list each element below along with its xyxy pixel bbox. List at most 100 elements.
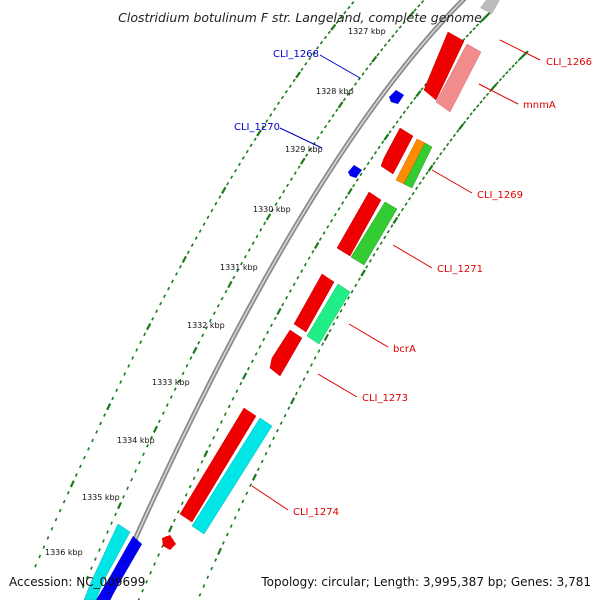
tick-mark bbox=[106, 403, 112, 411]
gene-fragment-red[interactable] bbox=[162, 535, 176, 550]
tick-mark bbox=[135, 348, 139, 352]
gene-cyan-bottom[interactable] bbox=[83, 523, 131, 600]
tick-mark bbox=[227, 280, 233, 289]
tick-mark bbox=[335, 315, 339, 320]
gene-cli-1271[interactable] bbox=[336, 191, 382, 257]
gene-cli-1274-a[interactable] bbox=[179, 407, 257, 523]
tick-mark bbox=[519, 53, 526, 60]
kbp-label-1329: 1329 kbp bbox=[285, 145, 323, 154]
tick-mark bbox=[303, 262, 307, 267]
tick-mark bbox=[320, 130, 324, 135]
tick-mark bbox=[262, 337, 266, 342]
tick-mark bbox=[406, 16, 410, 21]
tick-mark bbox=[208, 443, 212, 448]
tick-mark bbox=[292, 78, 296, 83]
tick-mark bbox=[157, 553, 160, 557]
gene-gray-top[interactable] bbox=[480, 0, 500, 14]
gene-cli-1266[interactable] bbox=[423, 31, 465, 101]
tick-mark bbox=[347, 187, 353, 195]
tick-mark bbox=[189, 356, 193, 360]
tick-mark bbox=[233, 516, 237, 520]
kbp-label-1328: 1328 kbp bbox=[316, 87, 354, 96]
tick-mark bbox=[146, 444, 149, 448]
gene-blue-bottom[interactable] bbox=[96, 536, 142, 600]
tick-mark bbox=[308, 147, 312, 152]
tick-mark bbox=[178, 264, 182, 269]
tick-mark bbox=[360, 269, 366, 277]
gene-label-cli-1271[interactable]: CLI_1271 bbox=[437, 264, 483, 275]
gene-label-mnma[interactable]: mnmA bbox=[523, 100, 556, 111]
tick-mark bbox=[218, 195, 222, 199]
tick-mark bbox=[255, 234, 259, 239]
tick-mark bbox=[201, 333, 205, 338]
tick-mark bbox=[275, 428, 279, 433]
tick-mark bbox=[308, 56, 312, 61]
kbp-label-1335: 1335 kbp bbox=[82, 493, 120, 502]
tick-mark bbox=[370, 156, 374, 160]
tick-mark bbox=[327, 119, 331, 123]
gene-label-cli-1269[interactable]: CLI_1269 bbox=[477, 190, 523, 201]
tick-mark bbox=[404, 202, 408, 206]
gene-label-bcra[interactable]: bcrA bbox=[393, 344, 416, 355]
tick-mark bbox=[315, 46, 320, 50]
tick-mark bbox=[237, 507, 241, 512]
gene-bcra[interactable] bbox=[306, 283, 351, 345]
tick-mark bbox=[285, 296, 289, 300]
tick-mark bbox=[327, 30, 331, 35]
tick-mark bbox=[313, 241, 320, 250]
tick-mark bbox=[111, 396, 115, 401]
gene-label-cli-1266[interactable]: CLI_1266 bbox=[546, 57, 592, 68]
tick-mark bbox=[293, 171, 297, 175]
gene-label-cli-1268[interactable]: CLI_1268 bbox=[273, 49, 319, 60]
gene-mnma[interactable] bbox=[435, 43, 482, 113]
tick-mark bbox=[90, 566, 93, 570]
tick-mark bbox=[152, 425, 158, 433]
tick-mark bbox=[395, 120, 399, 124]
tick-mark bbox=[469, 112, 473, 116]
tick-mark bbox=[103, 413, 107, 417]
tick-mark bbox=[495, 81, 499, 85]
tick-mark bbox=[376, 247, 380, 251]
tick-mark bbox=[227, 404, 231, 409]
tick-mark bbox=[353, 82, 358, 86]
tick-mark bbox=[251, 241, 255, 245]
tick-mark bbox=[476, 104, 480, 108]
topology-text: Topology: circular; Length: 3,995,387 bp… bbox=[260, 575, 591, 589]
tick-mark bbox=[469, 30, 473, 35]
tick-mark bbox=[309, 363, 313, 367]
gene-cli-1269[interactable] bbox=[380, 127, 414, 175]
tick-mark bbox=[251, 473, 257, 481]
gene-cli-1274[interactable] bbox=[191, 417, 273, 535]
gene-label-cli-1273[interactable]: CLI_1273 bbox=[362, 393, 408, 404]
tick-mark bbox=[397, 213, 401, 217]
kbp-label-1330: 1330 kbp bbox=[253, 205, 291, 214]
tick-mark bbox=[155, 309, 159, 314]
gene-cli-1272[interactable] bbox=[293, 273, 335, 333]
tick-mark bbox=[306, 370, 310, 374]
gene-cli-1273[interactable] bbox=[269, 329, 303, 377]
tick-mark bbox=[292, 282, 296, 287]
tick-mark bbox=[231, 396, 235, 401]
tick-mark bbox=[249, 143, 253, 148]
gene-label-cli-1270[interactable]: CLI_1270 bbox=[234, 122, 280, 133]
tick-mark bbox=[94, 557, 97, 561]
tick-mark bbox=[376, 52, 380, 57]
tick-mark bbox=[475, 23, 480, 27]
gene-cli-1268[interactable] bbox=[389, 90, 404, 104]
gene-cli-1270[interactable] bbox=[348, 165, 362, 178]
gene-cli-1269-c[interactable] bbox=[403, 142, 433, 189]
tick-mark bbox=[479, 100, 483, 104]
tick-mark bbox=[174, 272, 178, 276]
gene-cli-1271-b[interactable] bbox=[350, 201, 398, 266]
tick-mark bbox=[333, 212, 337, 217]
tick-mark bbox=[190, 243, 194, 247]
tick-mark bbox=[288, 289, 292, 293]
tick-mark bbox=[286, 183, 290, 188]
tick-mark bbox=[241, 499, 245, 504]
gene-label-cli-1274[interactable]: CLI_1274 bbox=[293, 507, 339, 518]
tick-mark bbox=[214, 201, 218, 206]
tick-mark bbox=[198, 592, 202, 597]
tick-mark bbox=[261, 125, 265, 129]
tick-mark bbox=[200, 460, 204, 464]
